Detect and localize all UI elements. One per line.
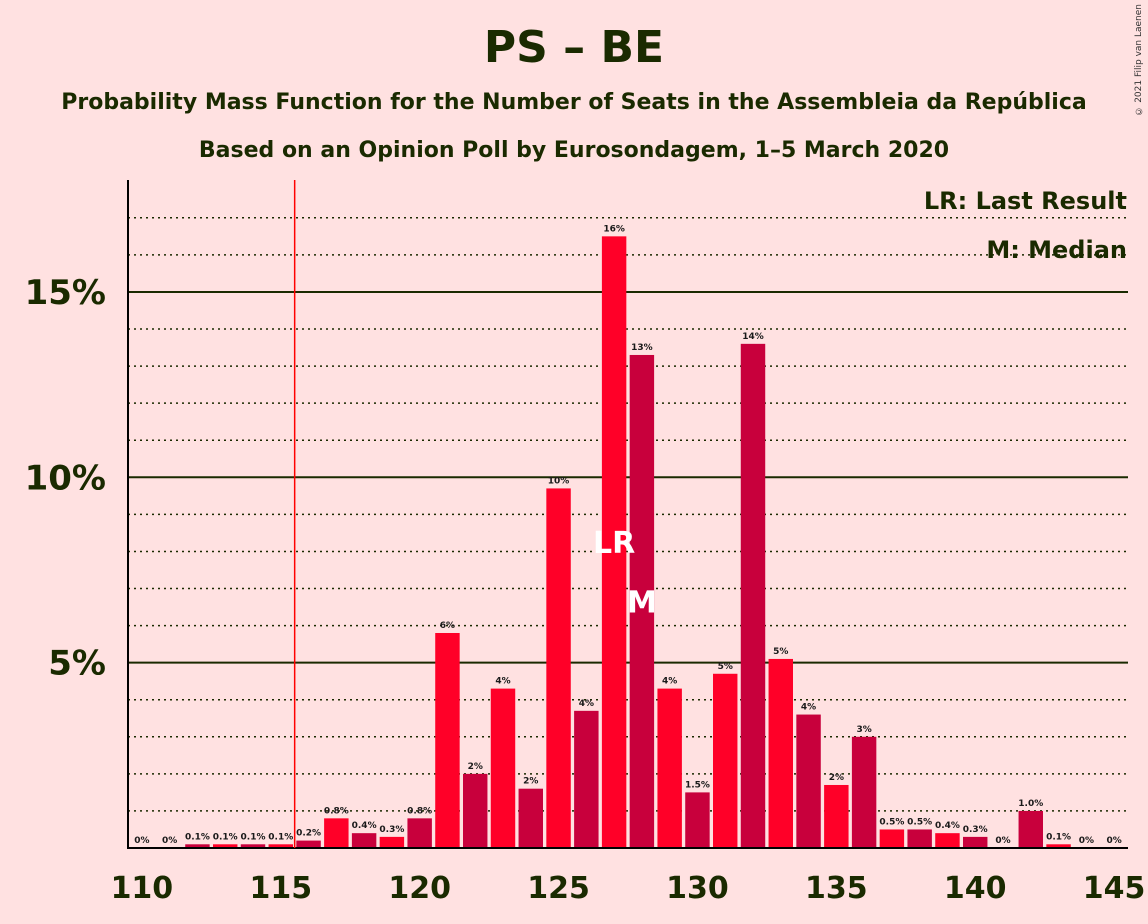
bar-142 [1018, 810, 1043, 848]
x-tick-label: 135 [805, 871, 868, 906]
data-label-121: 6% [440, 621, 455, 631]
last-result-marker: LR [593, 526, 635, 561]
bar-135 [824, 784, 849, 848]
x-tick-label: 140 [944, 871, 1007, 906]
data-label-127: 16% [603, 224, 625, 234]
bar-118 [351, 833, 377, 848]
data-label-117: 0.8% [324, 806, 349, 816]
data-label-124: 2% [523, 777, 538, 787]
data-label-120: 0.8% [407, 806, 432, 816]
data-label-136: 3% [856, 725, 871, 735]
bar-130 [685, 792, 710, 848]
data-label-130: 1.5% [685, 780, 710, 790]
data-label-133: 5% [773, 647, 788, 657]
bar-114 [240, 844, 266, 848]
chart-subtitle-poll: Based on an Opinion Poll by Eurosondagem… [198, 138, 950, 163]
data-label-140: 0.3% [963, 825, 988, 835]
median-marker: M [627, 585, 657, 620]
bar-128 [629, 354, 655, 848]
data-label-142: 1.0% [1018, 799, 1043, 809]
bar-127 [601, 236, 627, 849]
axes [127, 180, 1128, 849]
bar-132 [740, 343, 766, 848]
y-tick-label: 10% [25, 458, 106, 498]
bar-117 [324, 818, 349, 848]
data-label-111: 0% [162, 836, 177, 846]
data-label-125: 10% [548, 476, 570, 486]
bar-129 [657, 688, 682, 848]
bar-139 [935, 833, 960, 848]
data-label-143: 0.1% [1046, 832, 1071, 842]
data-label-139: 0.4% [935, 821, 960, 831]
bar-122 [463, 773, 488, 848]
x-tick-label: 120 [388, 871, 451, 906]
bar-138 [907, 829, 932, 848]
data-label-112: 0.1% [185, 832, 210, 842]
data-label-128: 13% [631, 343, 653, 353]
bar-113 [213, 844, 238, 848]
legend-median: M: Median [986, 236, 1127, 264]
y-tick-label: 15% [25, 273, 106, 313]
data-label-123: 4% [495, 677, 510, 687]
data-label-141: 0% [995, 836, 1010, 846]
data-label-119: 0.3% [379, 825, 404, 835]
legend-last-result: LR: Last Result [924, 187, 1127, 215]
bar-116 [296, 840, 321, 848]
data-label-122: 2% [468, 762, 483, 772]
data-label-137: 0.5% [879, 817, 904, 827]
data-labels: 0% 0% 0.1% 0.1% 0.1% 0.1% 0.2%0.8%0.4% 0.3%0.8%… [134, 224, 1122, 846]
bars [185, 236, 1071, 849]
data-label-113: 0.1% [213, 832, 238, 842]
data-label-126: 4% [579, 699, 594, 709]
data-label-129: 4% [662, 677, 677, 687]
data-label-134: 4% [801, 703, 816, 713]
data-label-138: 0.5% [907, 817, 932, 827]
bar-137 [879, 829, 905, 848]
data-label-110: 0% [134, 836, 149, 846]
x-tick-label: 145 [1083, 871, 1146, 906]
bar-133 [768, 658, 793, 848]
x-tick-label: 125 [527, 871, 590, 906]
bar-143 [1046, 844, 1071, 848]
bar-119 [379, 836, 405, 848]
tick-labels: 5% 10% 15% 110 115 120 125 130 135 140 145 [25, 273, 1146, 906]
data-label-118: 0.4% [352, 821, 377, 831]
bar-134 [796, 714, 821, 848]
bar-131 [713, 673, 738, 848]
data-label-135: 2% [829, 773, 844, 783]
bar-121 [435, 632, 460, 848]
y-tick-label: 5% [48, 644, 106, 684]
bar-125 [546, 488, 571, 848]
data-label-114: 0.1% [241, 832, 266, 842]
markers: LR M [593, 526, 657, 620]
bar-126 [574, 710, 599, 848]
x-tick-label: 130 [666, 871, 729, 906]
data-label-145: 0% [1106, 836, 1121, 846]
bar-124 [518, 788, 543, 848]
data-label-116: 0.2% [296, 829, 321, 839]
data-label-115: 0.1% [268, 832, 293, 842]
bar-140 [963, 836, 988, 848]
bar-123 [490, 688, 516, 848]
data-label-144: 0% [1079, 836, 1094, 846]
bar-136 [851, 736, 877, 848]
gridlines [128, 217, 1128, 812]
chart-subtitle: Probability Mass Function for the Number… [61, 90, 1087, 115]
data-label-131: 5% [718, 662, 733, 672]
x-tick-label: 110 [111, 871, 174, 906]
data-label-132: 14% [742, 332, 764, 342]
bar-115 [268, 844, 293, 848]
bar-120 [407, 818, 432, 848]
chart-title: PS – BE [483, 22, 665, 73]
x-tick-label: 115 [249, 871, 312, 906]
bar-112 [185, 844, 210, 848]
